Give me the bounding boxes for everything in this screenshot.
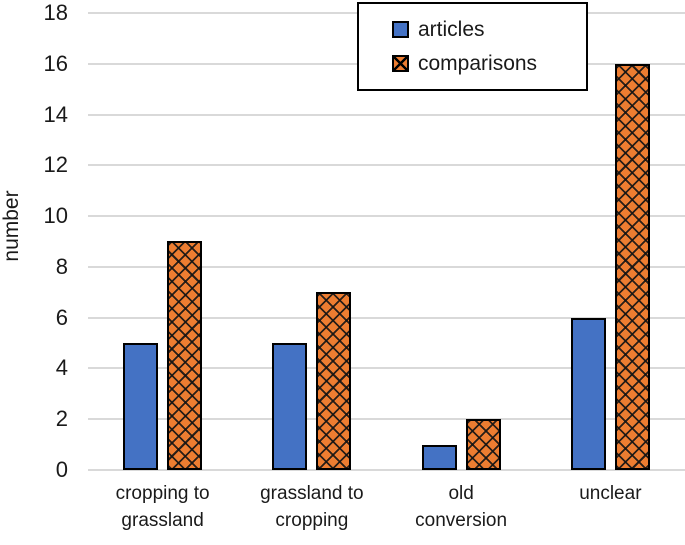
y-tick-label-10: 10: [43, 203, 68, 229]
bar-articles-grassland-to-cropping: [272, 343, 308, 470]
bar-articles-cropping-to-grassland: [123, 343, 159, 470]
gridline-y-8: [88, 265, 685, 268]
bar-articles-old-conversion: [421, 444, 457, 470]
y-tick-label-0: 0: [55, 457, 68, 482]
y-tick-label-18: 18: [43, 0, 68, 25]
gridline-y-2: [88, 418, 685, 421]
y-tick-label-8: 8: [55, 253, 68, 279]
legend-label-comparisons: comparisons: [418, 51, 538, 75]
gridline-y-10: [88, 215, 685, 218]
bar-articles-unclear: [570, 317, 606, 470]
y-tick-label-12: 12: [43, 152, 68, 178]
comparisons-swatch-icon: [392, 55, 409, 72]
gridline-y-0: [88, 469, 685, 471]
y-tick-label-4: 4: [55, 355, 68, 381]
legend: articles comparisons: [357, 2, 588, 91]
bar-comparisons-old-conversion: [465, 419, 501, 470]
y-tick-label-14: 14: [43, 101, 68, 127]
gridline-y-12: [88, 164, 685, 167]
bar-comparisons-cropping-to-grassland: [167, 241, 203, 470]
gridline-y-14: [88, 113, 685, 116]
articles-swatch-icon: [392, 21, 409, 38]
gridline-y-6: [88, 316, 685, 319]
y-tick-label-2: 2: [55, 406, 68, 432]
x-category-label-cropping-to-grassland: cropping to grassland: [115, 483, 210, 531]
x-category-label-grassland-to-cropping: grassland to cropping: [260, 483, 364, 531]
legend-label-articles: articles: [418, 17, 485, 41]
x-category-label-unclear: unclear: [579, 483, 642, 504]
y-tick-label-6: 6: [55, 304, 68, 330]
gridline-y-4: [88, 367, 685, 370]
legend-entry-articles: articles: [392, 18, 586, 42]
y-tick-label-16: 16: [43, 50, 68, 76]
legend-entry-comparisons: comparisons: [392, 52, 586, 76]
bar-comparisons-unclear: [614, 63, 650, 470]
x-category-label-old-conversion: old conversion: [415, 483, 508, 531]
bar-comparisons-grassland-to-cropping: [316, 292, 352, 470]
